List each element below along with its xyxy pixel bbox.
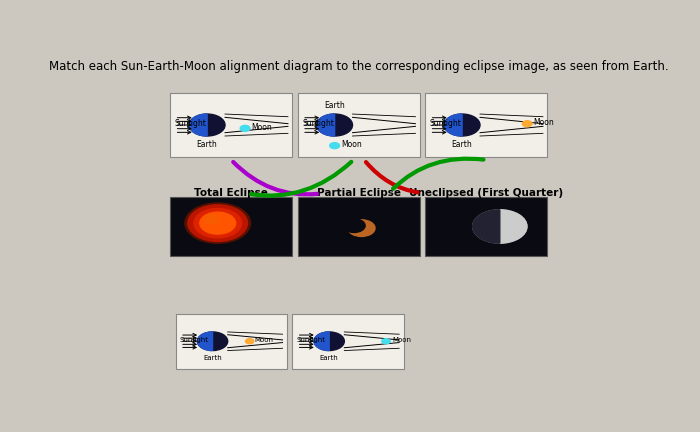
Wedge shape [189, 114, 207, 136]
Text: Sunlight: Sunlight [430, 119, 461, 128]
FancyArrowPatch shape [366, 162, 417, 192]
Circle shape [316, 114, 353, 136]
Text: Sunlight: Sunlight [180, 337, 209, 343]
Circle shape [343, 219, 365, 232]
Wedge shape [316, 114, 335, 136]
Text: Moon: Moon [251, 123, 272, 132]
Wedge shape [473, 210, 500, 243]
Wedge shape [444, 114, 462, 136]
Text: Sunlight: Sunlight [174, 119, 206, 128]
Wedge shape [314, 332, 329, 350]
Circle shape [197, 332, 228, 350]
Circle shape [199, 212, 236, 234]
Circle shape [348, 220, 375, 236]
FancyBboxPatch shape [170, 92, 293, 157]
Text: Moon: Moon [254, 337, 273, 343]
Text: Moon: Moon [341, 140, 362, 149]
Text: Sunlight: Sunlight [297, 337, 326, 343]
Circle shape [444, 114, 480, 136]
Text: Earth: Earth [320, 355, 339, 361]
Text: Earth: Earth [452, 140, 472, 149]
Text: Partial Eclipse: Partial Eclipse [316, 188, 400, 198]
FancyArrowPatch shape [251, 162, 351, 196]
FancyArrowPatch shape [233, 162, 317, 194]
FancyBboxPatch shape [293, 314, 403, 368]
Circle shape [246, 339, 253, 344]
FancyBboxPatch shape [170, 197, 293, 256]
Text: Total Eclipse: Total Eclipse [195, 188, 268, 198]
Circle shape [382, 339, 390, 344]
Circle shape [204, 215, 219, 224]
Circle shape [473, 210, 527, 243]
FancyBboxPatch shape [298, 92, 420, 157]
Circle shape [522, 121, 532, 127]
Text: Earth: Earth [197, 140, 218, 149]
Text: Match each Sun-Earth-Moon alignment diagram to the corresponding eclipse image, : Match each Sun-Earth-Moon alignment diag… [49, 60, 668, 73]
FancyBboxPatch shape [176, 314, 287, 368]
Text: Moon: Moon [533, 118, 554, 127]
Circle shape [188, 205, 248, 241]
Text: Earth: Earth [324, 101, 345, 110]
FancyBboxPatch shape [298, 197, 420, 256]
Circle shape [185, 203, 251, 243]
Text: Uneclipsed (First Quarter): Uneclipsed (First Quarter) [410, 188, 564, 198]
Circle shape [240, 125, 250, 131]
Circle shape [314, 332, 344, 350]
Circle shape [194, 209, 241, 238]
Circle shape [189, 114, 225, 136]
FancyArrowPatch shape [393, 159, 484, 189]
Circle shape [330, 143, 340, 149]
Text: Moon: Moon [393, 337, 412, 343]
Wedge shape [500, 210, 527, 243]
Wedge shape [197, 332, 213, 350]
Text: Earth: Earth [203, 355, 222, 361]
Text: Sunlight: Sunlight [302, 119, 334, 128]
FancyBboxPatch shape [425, 92, 547, 157]
FancyBboxPatch shape [425, 197, 547, 256]
